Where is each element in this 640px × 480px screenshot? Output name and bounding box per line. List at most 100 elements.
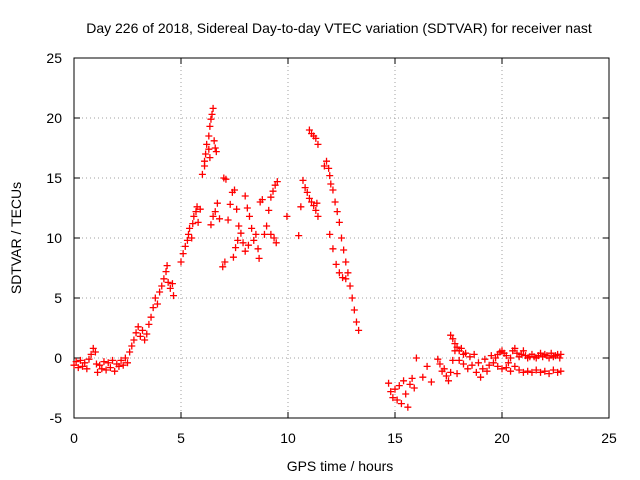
- data-point: [98, 365, 106, 373]
- data-point: [219, 263, 227, 271]
- data-point: [350, 306, 358, 314]
- data-point: [314, 212, 322, 220]
- data-point: [549, 366, 557, 374]
- data-point: [504, 359, 512, 367]
- data-point: [244, 241, 252, 249]
- y-tick-label: 25: [46, 50, 62, 66]
- data-point: [342, 275, 350, 283]
- data-point: [537, 349, 545, 357]
- data-point: [459, 360, 467, 368]
- data-point: [346, 282, 354, 290]
- data-point: [272, 239, 280, 247]
- data-point: [100, 358, 108, 366]
- data-point: [209, 104, 217, 112]
- data-point: [79, 362, 87, 370]
- data-point: [455, 356, 463, 364]
- data-point: [326, 172, 334, 180]
- data-point: [115, 362, 123, 370]
- data-point: [327, 180, 335, 188]
- data-point: [267, 230, 275, 238]
- data-point: [301, 184, 309, 192]
- data-point: [342, 258, 350, 266]
- data-point: [231, 186, 238, 194]
- data-point: [163, 262, 171, 270]
- data-point: [447, 368, 455, 376]
- x-tick-label: 25: [601, 430, 617, 446]
- data-point: [164, 278, 172, 286]
- data-point: [177, 258, 185, 266]
- data-point: [189, 220, 197, 228]
- data-point: [451, 340, 459, 348]
- data-point: [138, 326, 146, 334]
- data-point: [207, 221, 215, 229]
- data-point: [436, 360, 444, 368]
- data-point: [210, 137, 218, 145]
- x-tick-label: 0: [70, 430, 78, 446]
- data-point: [202, 150, 210, 158]
- data-point: [524, 367, 532, 375]
- data-point: [224, 216, 232, 224]
- data-point: [387, 388, 395, 396]
- data-point: [295, 232, 303, 240]
- data-point: [332, 260, 340, 268]
- data-point: [250, 236, 258, 244]
- data-point: [222, 175, 230, 183]
- data-point: [76, 356, 84, 364]
- data-point: [397, 400, 405, 408]
- data-point: [92, 360, 100, 368]
- data-point: [333, 208, 341, 216]
- data-point: [156, 288, 164, 296]
- data-point: [121, 354, 129, 362]
- data-point: [205, 145, 213, 153]
- data-point: [117, 356, 125, 364]
- data-point: [453, 370, 461, 378]
- data-point: [153, 300, 161, 308]
- data-point: [481, 355, 489, 363]
- data-point: [400, 377, 408, 385]
- data-point: [329, 245, 337, 253]
- data-point: [74, 364, 82, 372]
- data-point: [313, 199, 321, 207]
- data-point: [212, 148, 220, 156]
- data-point: [339, 274, 347, 282]
- data-point: [393, 396, 401, 404]
- data-point: [241, 192, 249, 200]
- data-point: [348, 294, 356, 302]
- data-point: [434, 355, 442, 363]
- y-tick-label: 5: [54, 290, 62, 306]
- data-point: [158, 282, 166, 290]
- data-point: [511, 362, 519, 370]
- data-point: [320, 162, 328, 170]
- data-point: [459, 350, 467, 358]
- data-point: [483, 367, 491, 375]
- data-point: [130, 336, 138, 344]
- y-tick-label: 15: [46, 170, 62, 186]
- data-point: [205, 132, 213, 140]
- data-point: [211, 144, 219, 152]
- data-point: [408, 374, 416, 382]
- data-points: [70, 104, 565, 411]
- data-point: [179, 250, 187, 258]
- data-point: [184, 230, 192, 238]
- data-point: [273, 178, 281, 186]
- data-point: [489, 359, 497, 367]
- data-point: [168, 280, 176, 288]
- data-point: [449, 356, 457, 364]
- x-tick-label: 10: [280, 430, 296, 446]
- data-point: [226, 200, 234, 208]
- data-point: [355, 326, 363, 334]
- data-point: [232, 244, 240, 252]
- data-point: [96, 361, 104, 369]
- data-point: [162, 268, 170, 276]
- data-point: [391, 385, 399, 393]
- data-point: [449, 335, 457, 343]
- data-point: [410, 384, 418, 392]
- data-point: [87, 350, 95, 358]
- data-point: [485, 361, 493, 369]
- data-point: [477, 373, 485, 381]
- chart-title: Day 226 of 2018, Sidereal Day-to-day VTE…: [86, 20, 592, 36]
- data-point: [519, 368, 527, 376]
- data-point: [297, 203, 305, 211]
- data-point: [326, 230, 334, 238]
- data-point: [404, 403, 412, 411]
